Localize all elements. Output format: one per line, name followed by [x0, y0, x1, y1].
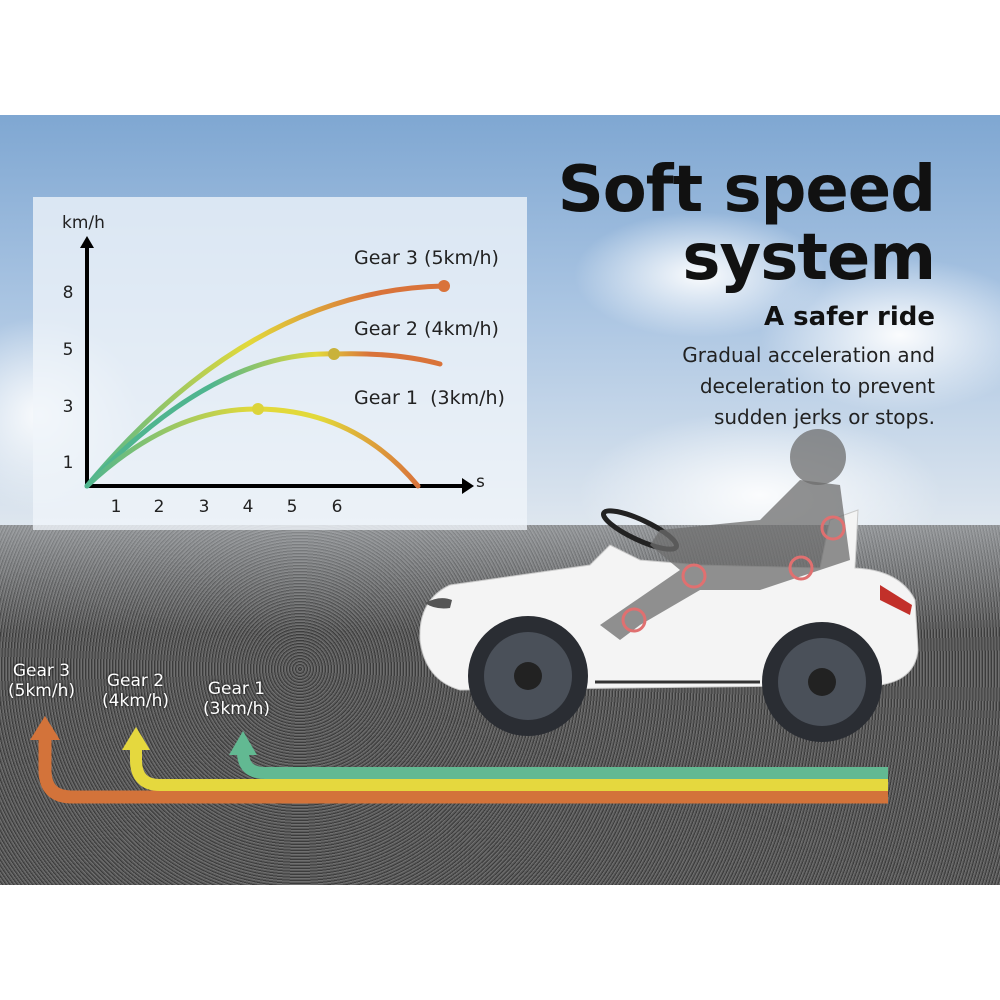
headline-line-2: system [682, 221, 936, 295]
subheadline: A safer ride [764, 302, 935, 332]
gear-1-arrow-label: Gear 1 (3km/h) [203, 679, 270, 719]
gear-3-arrow-label: Gear 3 (5km/h) [8, 661, 75, 701]
headline-line-1: Soft speed [557, 153, 936, 227]
gear-label-line: (3km/h) [203, 699, 270, 719]
gear-1-peak-point [252, 403, 264, 415]
gear-1-arrow [237, 750, 888, 779]
x-tick-label: 3 [198, 497, 210, 517]
series-gear-3 [84, 283, 447, 489]
x-tick-label: 1 [110, 497, 122, 517]
series-label-gear-1: Gear 1 (3km/h) [354, 387, 505, 409]
gear-label-line: (4km/h) [102, 691, 169, 711]
x-tick-label: 2 [153, 497, 165, 517]
pressure-point-markers [621, 515, 846, 633]
y-tick-label: 8 [62, 283, 74, 303]
x-tick-label: 5 [286, 497, 298, 517]
gear-label-line: Gear 3 [12, 661, 71, 681]
speed-chart-panel [33, 197, 527, 530]
x-axis-arrow [462, 478, 474, 494]
description-line: sudden jerks or stops. [713, 405, 935, 429]
description: Gradual acceleration and deceleration to… [682, 340, 935, 433]
gear-2-peak-point [328, 348, 340, 360]
y-tick-label: 5 [62, 340, 74, 360]
gear-label-line: (5km/h) [8, 681, 75, 701]
gear-3-arrowhead [30, 716, 60, 740]
series-label-gear-3: Gear 3 (5km/h) [354, 247, 499, 269]
y-tick-label: 1 [62, 453, 74, 473]
gear-2-arrowhead [122, 727, 150, 750]
x-tick-label: 6 [331, 497, 343, 517]
gear-3-peak-point [438, 280, 450, 292]
series-gear-2 [84, 351, 443, 489]
gear-label-line: Gear 1 [207, 679, 266, 699]
description-line: deceleration to prevent [699, 374, 935, 398]
gear-label-line: Gear 2 [106, 671, 165, 691]
series-gear-1 [84, 406, 421, 489]
y-axis-arrow [80, 236, 94, 248]
gear-3-arrow [38, 735, 888, 804]
gear-2-arrow-label: Gear 2 (4km/h) [102, 671, 169, 711]
y-tick-label: 3 [62, 397, 74, 417]
description-line: Gradual acceleration and [682, 343, 935, 367]
gear-2-arrow [130, 745, 888, 791]
x-axis-label: s [476, 472, 485, 492]
series-label-gear-2: Gear 2 (4km/h) [354, 318, 499, 340]
x-tick-label: 4 [242, 497, 254, 517]
y-axis-label: km/h [62, 213, 105, 233]
gear-1-arrowhead [229, 731, 257, 755]
child-silhouette [600, 429, 850, 640]
